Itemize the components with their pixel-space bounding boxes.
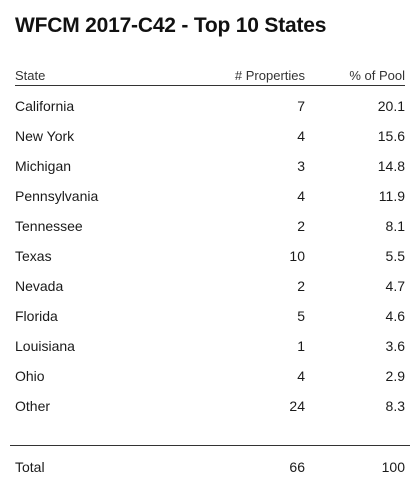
page-title: WFCM 2017-C42 - Top 10 States bbox=[15, 14, 327, 37]
total-pool: 100 bbox=[381, 459, 405, 475]
row-properties: 4 bbox=[297, 368, 305, 384]
row-pool: 8.1 bbox=[385, 218, 405, 234]
row-state: Michigan bbox=[15, 158, 72, 174]
table-row: Michigan 3 14.8 bbox=[15, 151, 405, 181]
table-row: Ohio 4 2.9 bbox=[15, 361, 405, 391]
row-properties: 2 bbox=[297, 278, 305, 294]
row-pool: 4.7 bbox=[385, 278, 405, 294]
row-state: Florida bbox=[15, 308, 58, 324]
row-properties: 2 bbox=[297, 218, 305, 234]
table-row: Nevada 2 4.7 bbox=[15, 271, 405, 301]
table-row: Other 24 8.3 bbox=[15, 391, 405, 421]
row-pool: 2.9 bbox=[385, 368, 405, 384]
row-properties: 5 bbox=[297, 308, 305, 324]
row-pool: 3.6 bbox=[385, 338, 405, 354]
table-row: Tennessee 2 8.1 bbox=[15, 211, 405, 241]
states-table: State # Properties % of Pool California … bbox=[15, 66, 405, 421]
row-properties: 10 bbox=[289, 248, 305, 264]
header-pool: % of Pool bbox=[349, 68, 405, 83]
row-properties: 3 bbox=[297, 158, 305, 174]
row-state: Tennessee bbox=[15, 218, 83, 234]
row-state: Ohio bbox=[15, 368, 45, 384]
row-state: Louisiana bbox=[15, 338, 75, 354]
row-properties: 4 bbox=[297, 128, 305, 144]
row-state: Pennsylvania bbox=[15, 188, 99, 204]
header-state: State bbox=[15, 68, 46, 83]
row-state: Nevada bbox=[15, 278, 64, 294]
table-row: Texas 10 5.5 bbox=[15, 241, 405, 271]
table-row: Louisiana 1 3.6 bbox=[15, 331, 405, 361]
row-state: California bbox=[15, 98, 75, 114]
total-properties: 66 bbox=[289, 459, 305, 475]
row-properties: 4 bbox=[297, 188, 305, 204]
row-pool: 15.6 bbox=[377, 128, 405, 144]
row-pool: 8.3 bbox=[385, 398, 405, 414]
row-pool: 20.1 bbox=[377, 98, 405, 114]
row-properties: 1 bbox=[297, 338, 305, 354]
row-pool: 5.5 bbox=[385, 248, 405, 264]
total-row: Total 66 100 bbox=[15, 452, 405, 482]
row-pool: 4.6 bbox=[385, 308, 405, 324]
row-state: Other bbox=[15, 398, 51, 414]
table-row: New York 4 15.6 bbox=[15, 121, 405, 151]
total-label: Total bbox=[15, 459, 45, 475]
table-row: Florida 5 4.6 bbox=[15, 301, 405, 331]
row-properties: 24 bbox=[289, 398, 305, 414]
row-pool: 11.9 bbox=[378, 188, 405, 204]
row-pool: 14.8 bbox=[377, 158, 405, 174]
table-row: Pennsylvania 4 11.9 bbox=[15, 181, 405, 211]
row-properties: 7 bbox=[297, 98, 305, 114]
table-row: California 7 20.1 bbox=[15, 91, 405, 121]
row-state: New York bbox=[15, 128, 75, 144]
total-divider bbox=[10, 445, 410, 446]
row-state: Texas bbox=[15, 248, 52, 264]
header-properties: # Properties bbox=[234, 68, 305, 83]
table-header: State # Properties % of Pool bbox=[15, 66, 405, 86]
